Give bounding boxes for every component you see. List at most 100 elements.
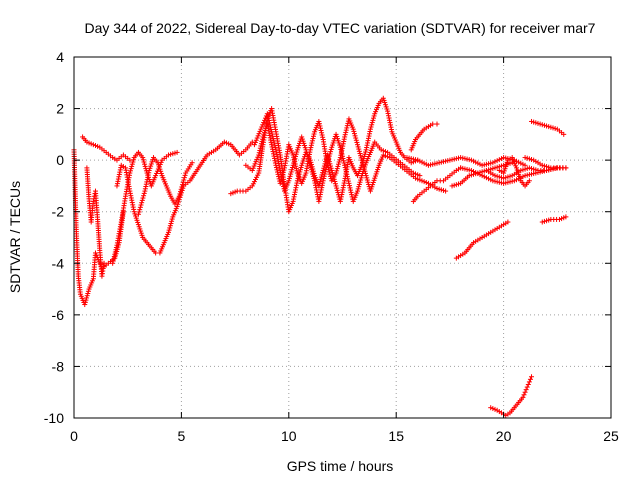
track-6-point <box>136 209 142 215</box>
track-9-point <box>262 117 268 123</box>
track-8-point <box>259 138 265 144</box>
track-8-point <box>358 155 364 161</box>
track-9-point <box>290 162 296 168</box>
track-20-point <box>522 389 528 395</box>
track-9-point <box>345 176 351 182</box>
track-7-point <box>316 181 322 187</box>
track-9-point <box>272 142 278 148</box>
track-9-point <box>289 167 295 173</box>
track-4-point <box>128 166 134 172</box>
track-8-point <box>343 129 349 135</box>
track-9-point <box>266 117 272 123</box>
track-7-point <box>369 122 375 128</box>
track-9-point <box>310 173 316 179</box>
track-8-point <box>327 171 333 177</box>
track-9-point <box>269 129 275 135</box>
track-9-point <box>307 160 313 166</box>
track-8-point <box>356 148 362 154</box>
track-9-point <box>347 185 353 191</box>
track-8-point <box>255 154 261 160</box>
track-7-point <box>298 165 304 171</box>
track-9-point <box>356 184 362 190</box>
track-5-point <box>166 229 172 235</box>
track-8-point <box>257 145 263 151</box>
track-7-point <box>370 117 376 123</box>
track-9-point <box>254 135 260 141</box>
track-9-point <box>343 167 349 173</box>
track-8-point <box>337 157 343 163</box>
track-4-point <box>154 170 160 176</box>
track-8-point <box>316 121 322 127</box>
track-9-point <box>251 142 257 148</box>
x-tick-label: 10 <box>281 428 297 444</box>
track-1-point <box>92 250 98 256</box>
track-9-point <box>253 137 259 143</box>
track-8-point <box>364 177 370 183</box>
track-9-point <box>346 183 352 189</box>
track-8-point <box>358 153 364 159</box>
x-tick-label: 5 <box>178 428 186 444</box>
track-8-point <box>273 162 279 168</box>
track-9-point <box>308 165 314 171</box>
track-8-point <box>336 159 342 165</box>
track-9-point <box>286 178 292 184</box>
track-6-point <box>182 172 188 178</box>
track-6-point <box>177 191 183 197</box>
track-8-point <box>317 125 323 131</box>
track-9-point <box>417 173 423 179</box>
track-8-point <box>344 125 350 131</box>
track-9-point <box>270 133 276 139</box>
track-9-point <box>341 158 347 164</box>
track-7-point <box>333 183 339 189</box>
track-20-point <box>523 387 529 393</box>
track-7-point <box>316 183 322 189</box>
track-9-point <box>269 131 275 137</box>
track-7-point <box>334 185 340 191</box>
chart-title: Day 344 of 2022, Sidereal Day-to-day VTE… <box>85 20 596 36</box>
track-8-point <box>344 123 350 129</box>
track-4-point <box>111 256 117 262</box>
track-4-point <box>129 163 135 169</box>
track-1-point <box>84 293 90 299</box>
track-8-point <box>257 147 263 153</box>
track-8-point <box>335 163 341 169</box>
track-4-point <box>129 161 135 167</box>
track-6-point <box>139 197 145 203</box>
track-6-point <box>180 179 186 185</box>
track-17-point <box>563 165 569 171</box>
track-8-point <box>309 140 315 146</box>
track-4-point <box>174 149 180 155</box>
track-1-point <box>83 297 89 303</box>
track-9-point <box>322 169 328 175</box>
plot-frame <box>73 56 612 419</box>
track-9-point <box>358 175 364 181</box>
track-1-point <box>84 295 90 301</box>
track-9-point <box>303 147 309 153</box>
track-8-point <box>350 126 356 132</box>
track-9-point <box>307 162 313 168</box>
track-9-point <box>255 133 261 139</box>
track-7-point <box>294 178 300 184</box>
track-9-point <box>340 153 345 159</box>
track-8-point <box>353 137 359 143</box>
track-8-point <box>259 136 265 142</box>
track-9-point <box>291 158 297 164</box>
track-8-point <box>316 118 322 124</box>
track-9-point <box>321 176 327 182</box>
track-9-point <box>348 189 354 195</box>
track-9-point <box>323 164 329 170</box>
track-9-point <box>292 156 298 162</box>
track-9-point <box>338 147 344 153</box>
track-6-point <box>178 186 184 192</box>
track-9-point <box>342 165 348 171</box>
x-tick-label: 15 <box>388 428 404 444</box>
track-4-point <box>113 244 119 250</box>
track-5-point <box>168 221 174 227</box>
track-9-point <box>260 122 266 128</box>
track-8-point <box>334 166 340 172</box>
track-6-point <box>141 193 147 199</box>
y-tick-label: 0 <box>56 152 64 168</box>
track-6-point <box>138 202 144 208</box>
track-9-point <box>288 171 294 177</box>
